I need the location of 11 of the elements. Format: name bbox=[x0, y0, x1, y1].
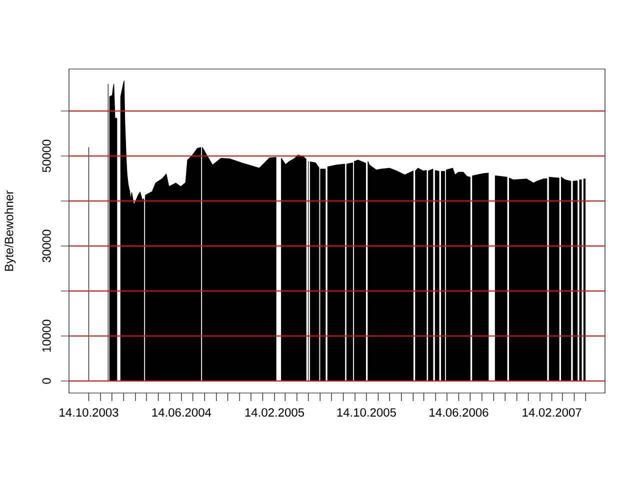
x-tick-label: 14.10.2003 bbox=[60, 408, 118, 417]
x-tick-label: 14.02.2007 bbox=[522, 408, 582, 417]
y-tick-label: 50000 bbox=[42, 140, 51, 172]
x-tick-label: 14.06.2006 bbox=[430, 408, 488, 417]
x-tick-label: 14.02.2005 bbox=[245, 408, 304, 417]
x-tick-label: 14.10.2005 bbox=[337, 408, 396, 417]
y-axis-title: Byte/Bewohner bbox=[4, 190, 16, 271]
y-tick-label: 0 bbox=[42, 378, 51, 384]
x-tick-label: 14.06.2004 bbox=[152, 408, 212, 417]
y-tick-label: 10000 bbox=[42, 320, 51, 352]
y-tick-label: 30000 bbox=[42, 230, 51, 262]
